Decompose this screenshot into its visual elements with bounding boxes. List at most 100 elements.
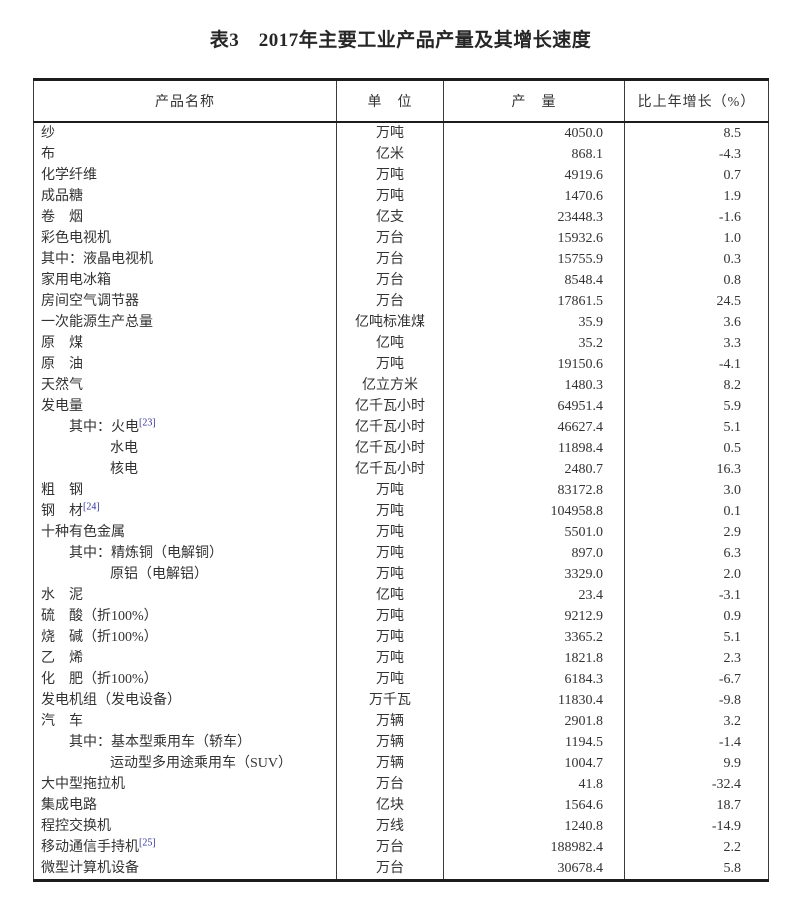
table-row: 原 煤 亿吨 35.2 3.3 [34, 333, 769, 354]
product-name-cell: 运动型多用途乘用车（SUV） [110, 756, 293, 771]
table-row: 其中：基本型乘用车（轿车） 万辆 1194.5 -1.4 [34, 732, 769, 753]
table-row: 化学纤维 万吨 4919.6 0.7 [34, 165, 769, 186]
product-name-cell: 十种有色金属 [41, 525, 125, 540]
table-row: 发电机组（发电设备） 万千瓦 11830.4 -9.8 [34, 690, 769, 711]
growth-cell: 9.9 [624, 753, 769, 774]
growth-cell: 2.0 [624, 564, 769, 585]
table-row: 房间空气调节器 万台 17861.5 24.5 [34, 291, 769, 312]
unit-cell: 亿米 [336, 144, 444, 165]
output-cell: 4919.6 [443, 165, 625, 186]
growth-cell: 3.3 [624, 333, 769, 354]
table-row: 十种有色金属 万吨 5501.0 2.9 [34, 522, 769, 543]
unit-cell: 万吨 [336, 669, 444, 690]
output-cell: 4050.0 [443, 122, 625, 144]
product-name-cell: 其中：火电[23] [69, 417, 156, 435]
table-row: 钢 材[24] 万吨 104958.8 0.1 [34, 501, 769, 522]
growth-cell: 5.1 [624, 417, 769, 438]
output-cell: 6184.3 [443, 669, 625, 690]
product-name-cell: 移动通信手持机[25] [41, 837, 156, 855]
growth-cell: 0.5 [624, 438, 769, 459]
growth-cell: 5.8 [624, 858, 769, 881]
col-header-product-name: 产品名称 [33, 79, 337, 123]
product-name-cell: 天然气 [41, 378, 83, 393]
product-name-cell: 彩色电视机 [41, 231, 111, 246]
unit-cell: 万吨 [336, 543, 444, 564]
unit-cell: 万吨 [336, 648, 444, 669]
table-row: 程控交换机 万线 1240.8 -14.9 [34, 816, 769, 837]
output-cell: 11898.4 [443, 438, 625, 459]
table-row: 卷 烟 亿支 23448.3 -1.6 [34, 207, 769, 228]
growth-cell: 24.5 [624, 291, 769, 312]
output-cell: 83172.8 [443, 480, 625, 501]
unit-cell: 亿吨 [336, 585, 444, 606]
product-name-cell: 房间空气调节器 [41, 294, 139, 309]
product-name-cell: 成品糖 [41, 189, 83, 204]
product-name-cell: 集成电路 [41, 798, 97, 813]
output-cell: 9212.9 [443, 606, 625, 627]
growth-cell: 3.0 [624, 480, 769, 501]
output-cell: 1564.6 [443, 795, 625, 816]
growth-cell: -1.4 [624, 732, 769, 753]
table-row: 天然气 亿立方米 1480.3 8.2 [34, 375, 769, 396]
product-name-cell: 水 泥 [41, 588, 83, 603]
unit-cell: 万台 [336, 270, 444, 291]
output-cell: 1240.8 [443, 816, 625, 837]
product-name-cell: 汽 车 [41, 714, 83, 729]
table-row: 其中：液晶电视机 万台 15755.9 0.3 [34, 249, 769, 270]
table-row: 原铝（电解铝） 万吨 3329.0 2.0 [34, 564, 769, 585]
footnote-ref[interactable]: [24] [83, 501, 100, 513]
table-row: 运动型多用途乘用车（SUV） 万辆 1004.7 9.9 [34, 753, 769, 774]
table-row: 原 油 万吨 19150.6 -4.1 [34, 354, 769, 375]
unit-cell: 万辆 [336, 753, 444, 774]
output-cell: 104958.8 [443, 501, 625, 522]
output-cell: 1470.6 [443, 186, 625, 207]
output-cell: 868.1 [443, 144, 625, 165]
unit-cell: 万吨 [336, 354, 444, 375]
unit-cell: 万吨 [336, 480, 444, 501]
footnote-ref[interactable]: [23] [139, 417, 156, 429]
output-cell: 897.0 [443, 543, 625, 564]
growth-cell: 8.2 [624, 375, 769, 396]
growth-cell: -6.7 [624, 669, 769, 690]
unit-cell: 万台 [336, 774, 444, 795]
output-cell: 23.4 [443, 585, 625, 606]
table-row: 移动通信手持机[25] 万台 188982.4 2.2 [34, 837, 769, 858]
growth-cell: 0.7 [624, 165, 769, 186]
product-name-cell: 微型计算机设备 [41, 861, 139, 876]
output-cell: 1194.5 [443, 732, 625, 753]
output-cell: 35.2 [443, 333, 625, 354]
table-row: 其中：火电[23] 亿千瓦小时 46627.4 5.1 [34, 417, 769, 438]
product-name-cell: 烧 碱（折100%） [41, 630, 158, 645]
growth-cell: -4.3 [624, 144, 769, 165]
unit-cell: 万辆 [336, 711, 444, 732]
table-header: 产品名称 单 位 产 量 比上年增长（%） [33, 79, 769, 123]
product-name-cell: 水电 [110, 441, 138, 456]
output-cell: 17861.5 [443, 291, 625, 312]
output-cell: 15755.9 [443, 249, 625, 270]
output-cell: 1821.8 [443, 648, 625, 669]
table-row: 化 肥（折100%） 万吨 6184.3 -6.7 [34, 669, 769, 690]
growth-cell: 0.8 [624, 270, 769, 291]
unit-cell: 亿块 [336, 795, 444, 816]
growth-cell: 18.7 [624, 795, 769, 816]
unit-cell: 万台 [336, 291, 444, 312]
product-name-cell: 家用电冰箱 [41, 273, 111, 288]
output-cell: 11830.4 [443, 690, 625, 711]
unit-cell: 亿立方米 [336, 375, 444, 396]
growth-cell: -1.6 [624, 207, 769, 228]
product-name-cell: 布 [41, 147, 55, 162]
output-cell: 64951.4 [443, 396, 625, 417]
output-cell: 35.9 [443, 312, 625, 333]
footnote-ref[interactable]: [25] [139, 837, 156, 849]
growth-cell: 0.9 [624, 606, 769, 627]
table-row: 微型计算机设备 万台 30678.4 5.8 [34, 858, 769, 881]
col-header-unit: 单 位 [336, 79, 444, 123]
growth-cell: -14.9 [624, 816, 769, 837]
unit-cell: 万辆 [336, 732, 444, 753]
output-cell: 41.8 [443, 774, 625, 795]
unit-cell: 万吨 [336, 522, 444, 543]
growth-cell: -9.8 [624, 690, 769, 711]
unit-cell: 万台 [336, 837, 444, 858]
table-row: 集成电路 亿块 1564.6 18.7 [34, 795, 769, 816]
